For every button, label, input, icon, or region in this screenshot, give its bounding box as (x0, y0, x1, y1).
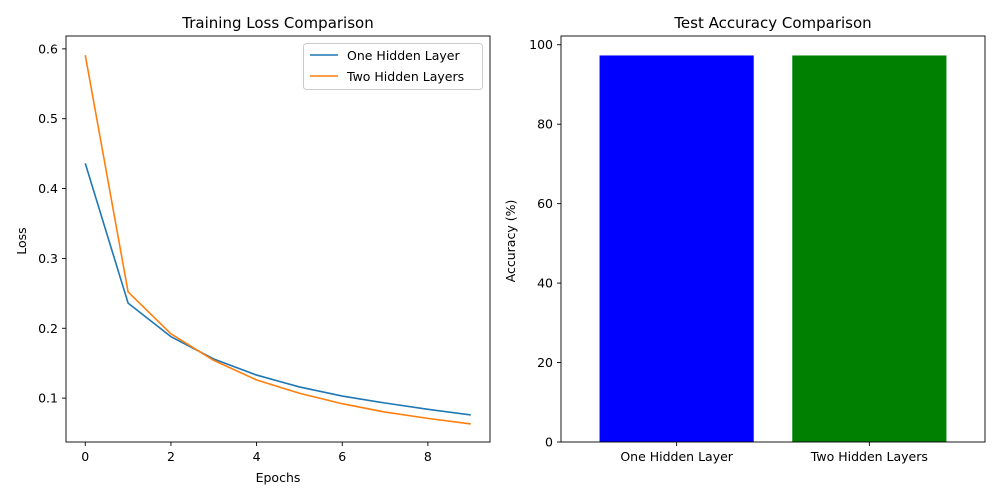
loss-x-tick-label: 2 (167, 449, 175, 464)
accuracy-y-tick-label: 0 (545, 435, 553, 450)
accuracy-bars (599, 55, 947, 442)
loss-lines (84, 54, 471, 425)
bar-one-hidden-layer (599, 55, 754, 442)
legend-label-two-hidden-layers: Two Hidden Layers (346, 69, 464, 84)
series-line-two-hidden-layers (84, 54, 471, 425)
series-line-one-hidden-layer (84, 163, 471, 416)
legend-box (303, 43, 483, 90)
loss-plot-frame (65, 35, 491, 443)
loss-chart: Training Loss Comparison Epochs Loss 0 2 4… (14, 14, 491, 485)
loss-x-tick-label: 0 (81, 449, 89, 464)
loss-y-tick-label: 0.3 (38, 251, 58, 266)
loss-x-tick-label: 6 (338, 449, 346, 464)
loss-y-tick-label: 0.1 (38, 391, 58, 406)
accuracy-y-tick-label: 100 (529, 37, 553, 52)
bar-two-hidden-layers (792, 55, 947, 442)
accuracy-chart: Test Accuracy Comparison Accuracy (%) 0 2… (503, 14, 986, 464)
accuracy-chart-title: Test Accuracy Comparison (673, 14, 871, 32)
loss-y-axis-label: Loss (14, 227, 29, 254)
accuracy-plot-frame (560, 35, 986, 443)
loss-x-axis-label: Epochs (256, 470, 301, 485)
loss-y-tick-label: 0.2 (38, 321, 58, 336)
accuracy-y-tick-label: 60 (537, 196, 553, 211)
loss-x-tick-label: 4 (253, 449, 261, 464)
accuracy-y-axis-label: Accuracy (%) (503, 200, 518, 283)
loss-legend: One Hidden Layer Two Hidden Layers (303, 43, 483, 90)
loss-ticks: 0 2 4 6 8 0.1 0.2 0.3 0.4 0.5 0.6 (38, 41, 432, 464)
accuracy-x-tick-label: One Hidden Layer (620, 449, 733, 464)
loss-y-tick-label: 0.5 (38, 111, 58, 126)
legend-label-one-hidden-layer: One Hidden Layer (347, 48, 460, 63)
accuracy-ticks: 0 20 40 60 80 100 One Hidden Layer Two Hidden L… (529, 37, 928, 464)
loss-x-tick-label: 8 (424, 449, 432, 464)
loss-y-tick-label: 0.6 (38, 41, 58, 56)
accuracy-y-tick-label: 80 (537, 117, 553, 132)
loss-chart-title: Training Loss Comparison (181, 14, 373, 32)
accuracy-y-tick-label: 40 (537, 276, 553, 291)
accuracy-y-tick-label: 20 (537, 355, 553, 370)
accuracy-x-tick-label: Two Hidden Layers (810, 449, 928, 464)
loss-y-tick-label: 0.4 (38, 181, 58, 196)
